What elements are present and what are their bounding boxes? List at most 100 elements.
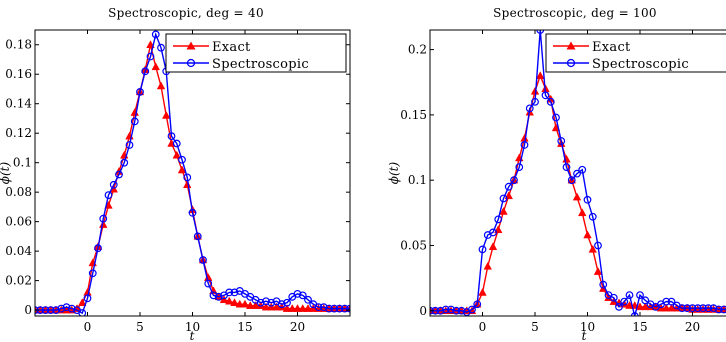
data-point-spectroscopic — [636, 291, 644, 300]
data-point-spectroscopic — [541, 91, 550, 100]
series-line-spectroscopic — [430, 30, 726, 316]
data-point-spectroscopic — [478, 245, 487, 254]
y-tick-label: 0.02 — [5, 274, 32, 288]
data-point-spectroscopic — [473, 300, 482, 309]
data-point-spectroscopic — [688, 304, 697, 313]
chart-left: Spectroscopic, deg = 40 0 5 10 15 20 0 0.02 0.0… — [0, 6, 351, 342]
data-point-spectroscopic — [178, 155, 186, 164]
data-point-exact — [172, 150, 181, 159]
data-point-exact — [588, 244, 597, 253]
data-point-spectroscopic — [267, 298, 276, 307]
data-point-spectroscopic — [552, 113, 560, 122]
data-point-exact — [298, 304, 307, 312]
data-point-exact — [583, 230, 592, 239]
data-point-spectroscopic — [720, 305, 726, 314]
chart-right: Spectroscopic, deg = 100 0 5 10 15 20 0 0.05 0.… — [387, 6, 726, 342]
x-tick-label: 5 — [136, 320, 144, 334]
data-point-spectroscopic — [531, 97, 539, 106]
y-tick-label: 0.06 — [5, 215, 32, 229]
plot-area — [35, 30, 350, 316]
data-point-spectroscopic — [494, 215, 503, 224]
data-point-spectroscopic — [615, 302, 623, 311]
legend: Exact Spectroscopic — [545, 33, 726, 73]
legend-marker-exact — [186, 41, 196, 50]
data-point-exact — [282, 304, 292, 312]
legend-marker-spectroscopic — [186, 58, 196, 68]
data-point-spectroscopic — [599, 280, 608, 289]
x-tick-label: 0 — [84, 320, 92, 334]
data-point-spectroscopic — [293, 289, 302, 298]
x-tick-label: 10 — [580, 320, 595, 334]
data-point-exact — [499, 207, 508, 215]
data-point-exact — [240, 299, 250, 308]
data-point-spectroscopic — [699, 304, 707, 313]
data-point-spectroscopic — [62, 303, 71, 312]
data-point-spectroscopic — [625, 291, 634, 300]
data-point-exact — [177, 165, 187, 174]
data-point-exact — [572, 192, 582, 201]
data-point-exact — [483, 261, 492, 270]
data-point-spectroscopic — [256, 298, 265, 307]
legend-box — [165, 33, 347, 73]
legend: Exact Spectroscopic — [165, 33, 347, 73]
data-point-spectroscopic — [525, 104, 534, 113]
data-point-spectroscopic — [188, 208, 197, 217]
y-tick-label: 0.05 — [400, 238, 427, 252]
data-point-spectroscopic — [704, 304, 713, 313]
legend-label-spectroscopic: Spectroscopic — [212, 57, 309, 72]
data-point-spectroscopic — [172, 139, 181, 148]
y-tick-label: 0.1 — [408, 173, 427, 187]
data-point-spectroscopic — [515, 163, 524, 172]
data-point-spectroscopic — [57, 304, 66, 313]
data-point-spectroscopic — [104, 191, 113, 200]
data-point-spectroscopic — [88, 269, 97, 278]
y-tick-label: 0.14 — [5, 97, 32, 111]
data-point-spectroscopic — [489, 228, 497, 237]
data-point-exact — [246, 301, 255, 309]
y-tick-label: 0.18 — [5, 38, 32, 52]
legend-label-exact: Exact — [592, 40, 631, 55]
x-tick-label: 20 — [290, 320, 305, 334]
data-point-spectroscopic — [546, 97, 555, 106]
data-point-spectroscopic — [714, 305, 723, 314]
data-point-exact — [251, 301, 260, 309]
data-point-exact — [230, 298, 239, 306]
y-tick-label: 0.16 — [5, 67, 32, 81]
data-point-exact — [488, 242, 498, 251]
data-point-spectroscopic — [41, 306, 50, 315]
data-point-spectroscopic — [330, 304, 339, 313]
data-point-spectroscopic — [499, 194, 508, 203]
data-point-spectroscopic — [693, 304, 702, 313]
data-point-exact — [593, 267, 603, 275]
data-point-spectroscopic — [78, 309, 87, 316]
data-point-spectroscopic — [277, 300, 286, 309]
data-point-spectroscopic — [99, 214, 108, 223]
data-point-exact — [162, 110, 171, 119]
data-point-spectroscopic — [146, 52, 155, 61]
data-point-spectroscopic — [520, 141, 529, 149]
data-point-exact — [578, 208, 587, 217]
data-point-spectroscopic — [94, 244, 102, 253]
data-point-exact — [219, 295, 229, 304]
legend-box — [545, 33, 726, 73]
data-point-exact — [662, 303, 671, 312]
data-point-spectroscopic — [52, 306, 60, 315]
data-point-spectroscopic — [199, 256, 207, 264]
data-point-spectroscopic — [630, 312, 639, 316]
data-point-exact — [151, 62, 160, 71]
x-tick-label: 15 — [632, 320, 647, 334]
y-tick-label: 0.12 — [5, 126, 32, 140]
data-point-spectroscopic — [325, 304, 333, 313]
data-point-spectroscopic — [115, 170, 123, 179]
data-point-spectroscopic — [136, 88, 144, 96]
data-point-exact — [267, 302, 276, 311]
data-point-spectroscopic — [183, 173, 192, 182]
data-point-spectroscopic — [588, 212, 597, 221]
y-axis-label: ϕ(t) — [0, 162, 12, 185]
data-point-spectroscopic — [167, 132, 176, 141]
data-point-exact — [641, 302, 650, 311]
data-point-exact — [288, 304, 297, 312]
data-point-spectroscopic — [319, 303, 328, 312]
data-point-spectroscopic — [46, 306, 55, 315]
